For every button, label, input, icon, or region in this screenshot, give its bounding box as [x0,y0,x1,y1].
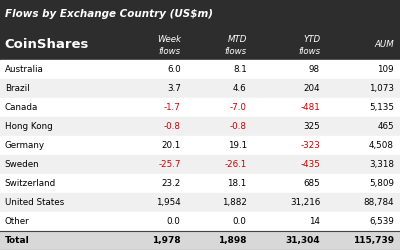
Bar [0,193,400,212]
Bar [0,174,400,193]
Bar [0,136,400,155]
Text: 0.0: 0.0 [233,217,247,226]
Text: -481: -481 [300,103,320,112]
Text: 88,784: 88,784 [364,198,394,207]
Text: -25.7: -25.7 [158,160,181,169]
Text: 3.7: 3.7 [167,84,181,93]
Text: -323: -323 [300,141,320,150]
Text: CoinShares: CoinShares [5,38,89,51]
Text: 18.1: 18.1 [228,179,247,188]
Bar [0,29,400,60]
Text: -0.8: -0.8 [164,122,181,131]
Text: 5,135: 5,135 [369,103,394,112]
Text: 8.1: 8.1 [233,65,247,74]
Text: 4.6: 4.6 [233,84,247,93]
Bar [0,0,400,29]
Text: 1,898: 1,898 [218,236,247,245]
Text: 1,882: 1,882 [222,198,247,207]
Text: -1.7: -1.7 [164,103,181,112]
Text: 5,809: 5,809 [369,179,394,188]
Text: 465: 465 [378,122,394,131]
Text: 685: 685 [303,179,320,188]
Text: -435: -435 [300,160,320,169]
Text: 98: 98 [309,65,320,74]
Text: 20.1: 20.1 [162,141,181,150]
Text: Australia: Australia [5,65,44,74]
Text: 0.0: 0.0 [167,217,181,226]
Text: YTD: YTD [303,35,320,44]
Text: AUM: AUM [374,40,394,49]
Text: Canada: Canada [5,103,38,112]
Bar [0,98,400,117]
Text: Germany: Germany [5,141,45,150]
Text: Switzerland: Switzerland [5,179,56,188]
Text: 31,216: 31,216 [290,198,320,207]
Bar [0,212,400,231]
Bar [0,155,400,174]
Text: 1,954: 1,954 [156,198,181,207]
Bar [0,79,400,98]
Text: Other: Other [5,217,30,226]
Text: flows: flows [158,47,181,56]
Text: 23.2: 23.2 [162,179,181,188]
Text: United States: United States [5,198,64,207]
Text: Flows by Exchange Country (US$m): Flows by Exchange Country (US$m) [5,9,213,20]
Text: -26.1: -26.1 [224,160,247,169]
Text: 204: 204 [304,84,320,93]
Text: Hong Kong: Hong Kong [5,122,52,131]
Text: 109: 109 [378,65,394,74]
Text: 1,073: 1,073 [369,84,394,93]
Text: Brazil: Brazil [5,84,30,93]
Text: 31,304: 31,304 [286,236,320,245]
Text: 6.0: 6.0 [167,65,181,74]
Text: 3,318: 3,318 [369,160,394,169]
Text: Week: Week [157,35,181,44]
Bar [0,231,400,250]
Text: Sweden: Sweden [5,160,40,169]
Text: 4,508: 4,508 [369,141,394,150]
Text: MTD: MTD [227,35,247,44]
Text: 115,739: 115,739 [353,236,394,245]
Text: 1,978: 1,978 [152,236,181,245]
Text: flows: flows [298,47,320,56]
Bar [0,117,400,136]
Text: 19.1: 19.1 [228,141,247,150]
Text: 6,539: 6,539 [369,217,394,226]
Text: -7.0: -7.0 [230,103,247,112]
Text: 325: 325 [303,122,320,131]
Text: 14: 14 [309,217,320,226]
Bar [0,60,400,79]
Text: -0.8: -0.8 [230,122,247,131]
Text: Total: Total [5,236,30,245]
Text: flows: flows [224,47,247,56]
